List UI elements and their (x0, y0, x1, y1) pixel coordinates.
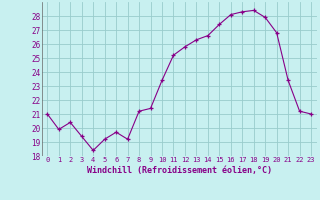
X-axis label: Windchill (Refroidissement éolien,°C): Windchill (Refroidissement éolien,°C) (87, 166, 272, 175)
